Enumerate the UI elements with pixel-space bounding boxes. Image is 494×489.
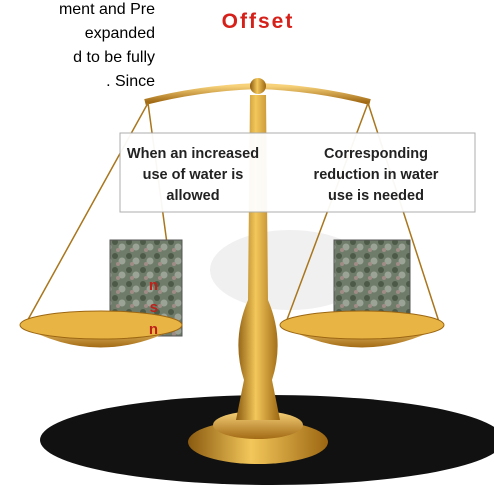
- side-note-line: s: [150, 299, 158, 316]
- pan-right-rim: [280, 311, 444, 339]
- left-label-line: use of water is: [143, 167, 244, 183]
- page: ment and Pre expanded d to be fully . Since…: [0, 0, 494, 489]
- intro-line: . Since: [106, 73, 155, 90]
- right-label-line: use is needed: [328, 188, 424, 204]
- intro-line: ment and Pre: [59, 1, 155, 18]
- right-label-line: Corresponding: [324, 146, 428, 162]
- right-label-line: reduction in water: [314, 167, 439, 183]
- intro-line: expanded: [85, 25, 155, 42]
- side-note-line: n: [149, 321, 158, 338]
- pivot: [250, 78, 266, 94]
- side-note-line: n: [149, 277, 158, 294]
- title: Offset: [222, 10, 295, 33]
- intro-line: d to be fully: [73, 49, 155, 66]
- left-label-line: When an increased: [127, 146, 259, 162]
- left-label-line: allowed: [166, 188, 219, 204]
